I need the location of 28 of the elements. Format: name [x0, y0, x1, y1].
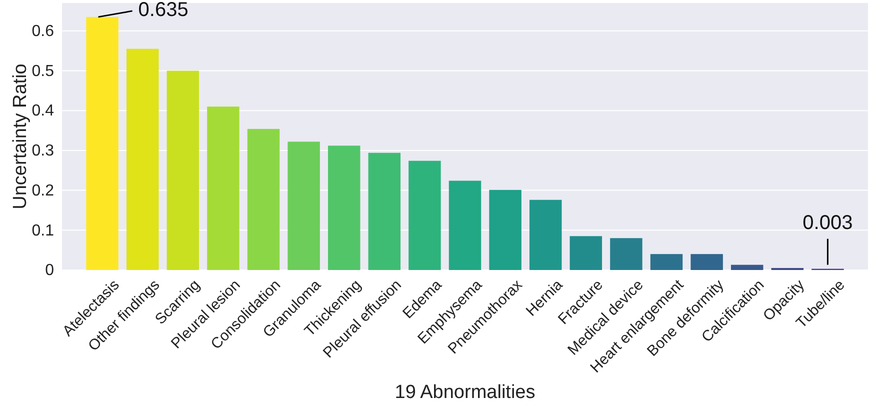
bar [288, 142, 320, 270]
y-tick-label: 0 [45, 262, 54, 280]
bar [730, 264, 764, 270]
y-axis-title: Uncertainty Ratio [10, 64, 31, 210]
y-tick-label: 0.5 [32, 62, 54, 80]
bar [529, 200, 562, 270]
bar [247, 128, 280, 270]
bar [166, 70, 200, 270]
bar [448, 180, 482, 270]
bar [86, 16, 118, 270]
bar [328, 146, 360, 270]
bar [207, 106, 240, 270]
annotation: 0.003 [802, 212, 853, 234]
bar [408, 160, 441, 270]
y-tick-label: 0.2 [32, 182, 54, 200]
y-tick-label: 0.3 [32, 142, 54, 160]
bar [126, 48, 159, 270]
y-tick-label: 0.1 [32, 222, 54, 240]
y-tick-label: 0.4 [32, 102, 54, 120]
bar [650, 254, 683, 270]
bar [610, 238, 642, 270]
y-tick-label: 0.6 [32, 23, 54, 40]
bar [690, 254, 723, 270]
x-axis-title: 19 Abnormalities [394, 382, 536, 403]
annotation: 0.635 [138, 0, 188, 21]
bar [368, 152, 401, 270]
bar [489, 190, 522, 270]
bar [570, 236, 602, 270]
